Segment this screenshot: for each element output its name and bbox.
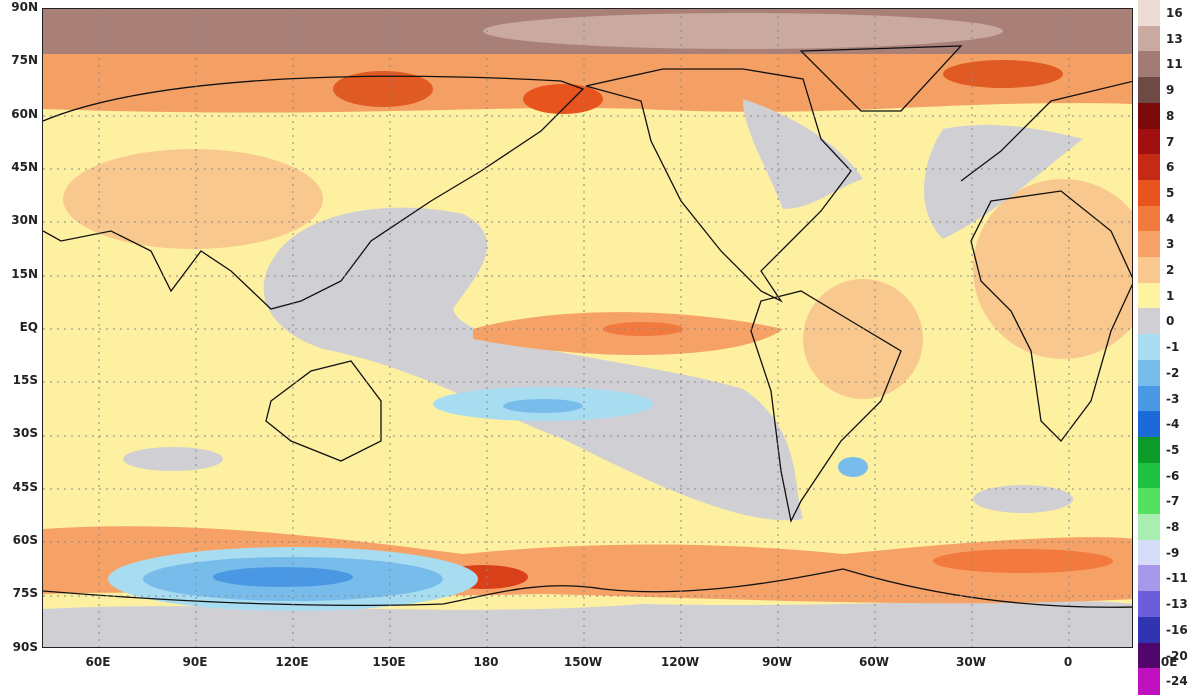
lat-label: 30S bbox=[12, 426, 38, 441]
lat-label: EQ bbox=[19, 319, 38, 334]
colorbar-segment bbox=[1138, 308, 1160, 336]
colorbar-label: -20 bbox=[1166, 648, 1188, 663]
lat-label: 90N bbox=[11, 0, 38, 14]
colorbar-label: 7 bbox=[1166, 134, 1175, 149]
lat-label: 60N bbox=[11, 106, 38, 121]
lat-label: 75S bbox=[12, 586, 38, 601]
colorbar-segment bbox=[1138, 231, 1160, 258]
colorbar-label: 5 bbox=[1166, 185, 1175, 200]
colorbar-label: -2 bbox=[1166, 365, 1180, 380]
colorbar-segment bbox=[1138, 154, 1160, 181]
colorbar-segment bbox=[1138, 359, 1160, 387]
colorbar-segment bbox=[1138, 102, 1160, 130]
colorbar-segment bbox=[1138, 77, 1160, 104]
colorbar-label: -3 bbox=[1166, 391, 1180, 406]
lon-label: 120W bbox=[660, 655, 700, 669]
colorbar-segment bbox=[1138, 25, 1160, 53]
colorbar-label: -7 bbox=[1166, 494, 1180, 509]
map-fields bbox=[43, 9, 1132, 647]
colorbar-label: -16 bbox=[1166, 622, 1188, 637]
colorbar-segment bbox=[1138, 205, 1160, 233]
colorbar-segment bbox=[1138, 668, 1160, 695]
colorbar-segment bbox=[1138, 565, 1160, 593]
lon-label: 90W bbox=[762, 655, 792, 669]
lat-label: 45N bbox=[11, 159, 38, 174]
colorbar-segment bbox=[1138, 591, 1160, 618]
colorbar-label: 1 bbox=[1166, 288, 1175, 303]
graticule bbox=[43, 9, 1132, 647]
lon-label: 180 bbox=[473, 655, 499, 669]
lat-label: 45S bbox=[12, 479, 38, 494]
lat-label: 15S bbox=[12, 373, 38, 388]
coastlines bbox=[43, 45, 1132, 608]
lat-label: 60S bbox=[12, 533, 38, 547]
colorbar-label: -1 bbox=[1166, 340, 1180, 355]
lat-label: 15N bbox=[11, 266, 38, 281]
temperature-anomaly-map bbox=[42, 8, 1133, 648]
colorbar-segment bbox=[1138, 462, 1160, 490]
lon-label: 150E bbox=[372, 655, 406, 669]
lon-label: 30W bbox=[956, 655, 986, 669]
colorbar-label: -11 bbox=[1166, 571, 1188, 586]
lat-label: 90S bbox=[12, 639, 38, 654]
lat-label: 75N bbox=[11, 53, 38, 68]
colorbar-label: 16 bbox=[1166, 6, 1183, 20]
colorbar-label: -6 bbox=[1166, 468, 1180, 483]
lon-label: 0 bbox=[1063, 655, 1073, 669]
colorbar-segment bbox=[1138, 51, 1160, 79]
colorbar-segment bbox=[1138, 179, 1160, 207]
colorbar-label: 0 bbox=[1166, 314, 1175, 329]
colorbar-label: -5 bbox=[1166, 442, 1180, 457]
colorbar-label: 13 bbox=[1166, 31, 1183, 46]
colorbar-segment bbox=[1138, 128, 1160, 156]
colorbar-label: 6 bbox=[1166, 160, 1175, 175]
colorbar-label: -9 bbox=[1166, 545, 1180, 560]
lon-label: 150W bbox=[563, 655, 603, 669]
colorbar-label: 2 bbox=[1166, 263, 1175, 277]
colorbar-segment bbox=[1138, 514, 1160, 541]
neutral-anomaly-region bbox=[263, 207, 803, 521]
colorbar-segment bbox=[1138, 411, 1160, 438]
lon-label: 90E bbox=[182, 655, 208, 669]
colorbar-label: 8 bbox=[1166, 108, 1175, 123]
lon-label: 120E bbox=[275, 655, 309, 669]
colorbar-label: 11 bbox=[1166, 57, 1183, 72]
arctic-warm-band bbox=[43, 54, 1132, 113]
lon-label: 60E bbox=[85, 655, 111, 669]
colorbar-segment bbox=[1138, 282, 1160, 310]
colorbar-segment bbox=[1138, 436, 1160, 464]
colorbar-segment bbox=[1138, 539, 1160, 567]
colorbar bbox=[1138, 0, 1160, 695]
colorbar-segment bbox=[1138, 334, 1160, 361]
lon-label: 60W bbox=[859, 655, 889, 669]
colorbar-segment bbox=[1138, 0, 1160, 27]
colorbar-segment bbox=[1138, 385, 1160, 413]
lat-label: 30N bbox=[11, 213, 38, 228]
colorbar-label: -24 bbox=[1166, 674, 1188, 689]
colorbar-label: -8 bbox=[1166, 520, 1180, 534]
colorbar-segment bbox=[1138, 488, 1160, 515]
colorbar-segment bbox=[1138, 642, 1160, 670]
colorbar-label: 3 bbox=[1166, 237, 1175, 252]
colorbar-label: -4 bbox=[1166, 417, 1180, 432]
colorbar-label: 4 bbox=[1166, 211, 1175, 226]
colorbar-segment bbox=[1138, 257, 1160, 284]
colorbar-segment bbox=[1138, 616, 1160, 644]
colorbar-label: 9 bbox=[1166, 83, 1175, 98]
colorbar-label: -13 bbox=[1166, 597, 1188, 612]
